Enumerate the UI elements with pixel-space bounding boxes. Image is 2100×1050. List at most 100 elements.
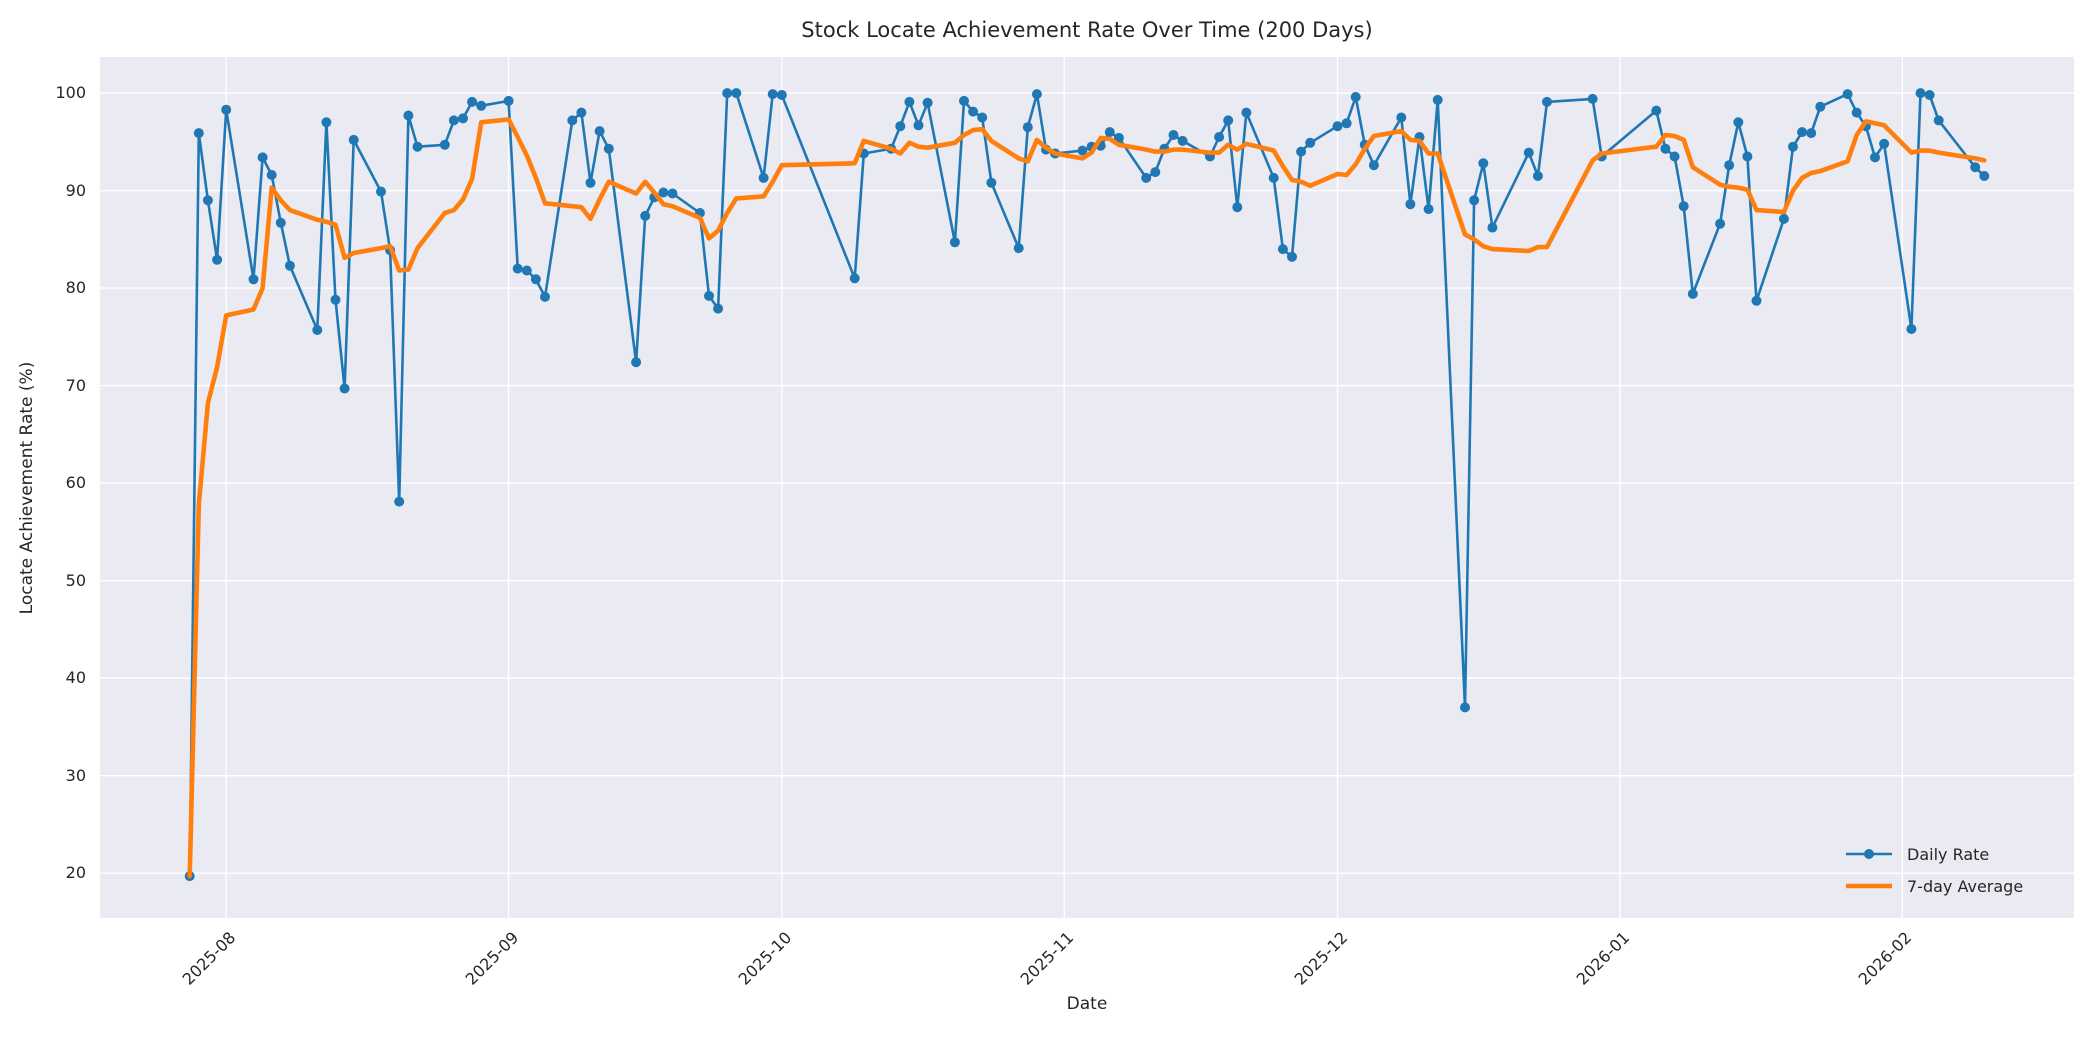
avg-line-sample-icon <box>1846 883 1892 889</box>
daily-rate-marker <box>1678 201 1689 212</box>
daily-rate-marker <box>221 104 232 115</box>
daily-rate-marker <box>849 273 860 284</box>
daily-rate-marker <box>1587 93 1598 104</box>
daily-rate-marker <box>1104 127 1115 138</box>
legend: Daily Rate 7-day Average <box>1845 838 2023 902</box>
daily-rate-marker <box>585 177 596 188</box>
daily-rate-marker <box>1487 222 1498 233</box>
daily-rate-marker <box>1077 145 1088 156</box>
daily-rate-marker <box>1013 243 1024 254</box>
daily-rate-marker <box>731 88 742 99</box>
daily-rate-marker <box>1842 89 1853 100</box>
daily-rate-marker <box>540 291 550 302</box>
daily-rate-marker <box>1423 204 1434 215</box>
daily-rate-marker <box>1287 251 1297 262</box>
daily-rate-marker <box>603 143 614 154</box>
daily-rate-marker <box>1797 127 1808 138</box>
legend-item-daily-rate: Daily Rate <box>1845 838 2023 870</box>
daily-rate-marker <box>1970 162 1981 173</box>
y-tick-label: 90 <box>65 180 86 200</box>
daily-rate-marker <box>1660 143 1671 154</box>
daily-rate-marker <box>1141 172 1152 183</box>
daily-rate-marker <box>1277 244 1288 255</box>
daily-rate-marker <box>284 260 295 271</box>
daily-rate-marker <box>1906 324 1917 334</box>
daily-rate-marker <box>476 100 487 111</box>
daily-rate-marker <box>895 121 906 132</box>
daily-rate-marker <box>348 134 359 145</box>
daily-rate-marker <box>1022 122 1033 133</box>
daily-rate-marker <box>1851 107 1862 118</box>
daily-rate-marker <box>458 113 468 124</box>
daily-rate-marker <box>1815 101 1826 112</box>
daily-rate-marker <box>1924 90 1935 100</box>
daily-rate-marker <box>1733 117 1744 128</box>
daily-rate-marker <box>275 217 286 228</box>
y-tick-label: 70 <box>65 375 86 395</box>
daily-rate-marker <box>330 294 341 305</box>
daily-rate-marker <box>1113 132 1124 143</box>
daily-rate-marker <box>658 187 669 198</box>
daily-rate-marker <box>312 325 323 335</box>
legend-item-7day-average: 7-day Average <box>1845 870 2023 902</box>
daily-rate-marker <box>1350 92 1361 102</box>
daily-rate-marker <box>403 110 414 121</box>
daily-rate-marker <box>193 128 204 139</box>
daily-rate-marker <box>1687 288 1698 299</box>
daily-rate-marker <box>1523 147 1534 158</box>
daily-rate-marker <box>1341 118 1352 129</box>
daily-rate-marker <box>448 115 459 126</box>
daily-rate-marker <box>212 254 223 265</box>
y-tick-label: 20 <box>65 863 86 883</box>
daily-rate-marker <box>1651 105 1662 116</box>
daily-rate-marker <box>257 152 268 163</box>
daily-rate-marker <box>1296 146 1307 157</box>
daily-rate-marker <box>767 89 778 100</box>
daily-rate-marker <box>1432 94 1443 105</box>
y-tick-label: 30 <box>65 765 86 785</box>
daily-rate-marker <box>713 303 724 314</box>
daily-rate-marker <box>521 265 532 276</box>
daily-rate-line-sample-icon <box>1846 849 1892 859</box>
y-tick-label: 60 <box>65 473 86 493</box>
daily-rate-marker <box>1933 115 1944 126</box>
daily-rate-marker <box>202 195 213 206</box>
daily-rate-marker <box>1788 141 1798 152</box>
daily-rate-marker <box>1879 138 1890 149</box>
daily-rate-marker <box>1460 702 1470 713</box>
daily-rate-marker <box>1223 115 1234 126</box>
daily-rate-marker <box>1724 160 1735 171</box>
daily-rate-marker <box>1396 112 1407 123</box>
avg-line <box>187 117 1987 879</box>
x-axis-label: Date <box>1066 994 1108 1014</box>
daily-rate-marker <box>376 186 386 197</box>
daily-rate-marker <box>248 274 259 285</box>
daily-rate-marker <box>1469 195 1480 206</box>
daily-rate-marker <box>1870 152 1880 163</box>
y-tick-label: 40 <box>65 668 86 688</box>
legend-label-daily-rate: Daily Rate <box>1907 844 1990 864</box>
daily-rate-marker <box>977 112 988 123</box>
daily-rate-marker <box>1031 89 1042 100</box>
daily-rate-marker <box>1532 171 1543 181</box>
daily-rate-marker <box>1232 202 1243 213</box>
daily-rate-marker <box>913 120 924 131</box>
daily-rate-marker <box>1214 132 1225 142</box>
y-tick-label: 100 <box>55 83 86 103</box>
daily-rate-marker <box>631 357 642 368</box>
daily-rate-marker <box>467 96 478 107</box>
daily-rate-marker <box>266 170 277 180</box>
axes-background <box>100 57 2074 918</box>
daily-rate-marker <box>1368 160 1379 171</box>
daily-rate-marker <box>758 172 769 183</box>
daily-rate-marker <box>1168 130 1179 140</box>
daily-rate-marker <box>949 237 960 248</box>
daily-rate-marker <box>394 496 405 507</box>
daily-rate-marker <box>704 290 714 301</box>
daily-rate-marker <box>412 141 423 152</box>
daily-rate-marker <box>1305 137 1316 148</box>
daily-rate-marker <box>922 97 933 108</box>
daily-rate-marker <box>512 263 523 274</box>
